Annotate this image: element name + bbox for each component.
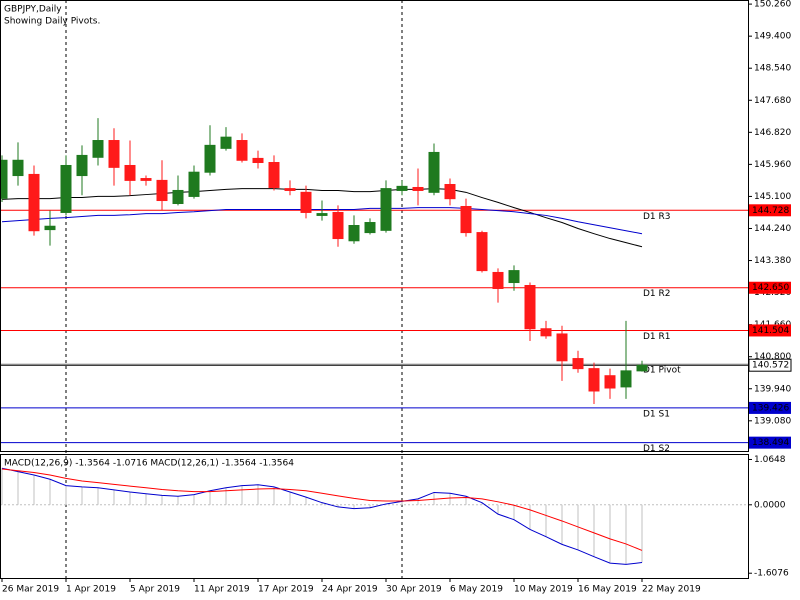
candle-body	[140, 178, 152, 181]
macd-title: MACD(12,26,9) -1.3564 -1.0716 MACD(12,26…	[4, 459, 294, 469]
last-price-label: 140.572	[752, 361, 789, 371]
candle-body	[284, 188, 296, 191]
pivot-label: D1 S1	[643, 409, 670, 419]
price-tag-label: 142.650	[752, 283, 789, 293]
candle-body	[108, 140, 120, 168]
x-tick-label: 5 Apr 2019	[130, 585, 180, 595]
candle-body	[252, 157, 264, 164]
candle-body	[380, 188, 392, 231]
y-tick-label: 146.820	[754, 128, 791, 138]
plot-layer: D1 R3 D1 R2 D1 R1 D1 Pivot D1 S1 D1 S2	[0, 118, 748, 565]
x-tick-label: 26 Mar 2019	[2, 585, 59, 595]
y-tick-label: 139.080	[754, 416, 791, 426]
candle-body	[76, 154, 88, 177]
x-tick-label: 1 Apr 2019	[66, 585, 116, 595]
candle-body	[220, 136, 232, 149]
candle-body	[636, 364, 648, 372]
candle-body	[348, 225, 360, 242]
x-tick-label: 10 May 2019	[514, 585, 573, 595]
candle-body	[0, 159, 8, 199]
y-tick-label: 150.260	[754, 0, 791, 10]
macd-main-line	[1, 467, 643, 565]
candle-body	[556, 333, 568, 362]
candle-body	[156, 179, 168, 202]
x-tick-label: 24 Apr 2019	[322, 585, 378, 595]
candle-body	[172, 189, 184, 205]
y-tick-label: 0.0000	[754, 500, 786, 510]
y-tick-label: 140.800	[754, 352, 791, 362]
candle-body	[300, 191, 312, 213]
candle-body	[620, 370, 632, 388]
price-tag-label: 141.504	[752, 326, 789, 336]
pivot-label: D1 R2	[643, 289, 671, 299]
chart-subtitle: Showing Daily Pivots.	[4, 17, 100, 27]
pivot-label: D1 R1	[643, 332, 671, 342]
price-tag-label: 139.426	[752, 403, 789, 413]
candle-body	[268, 162, 280, 188]
candle-body	[460, 205, 472, 234]
candle-body	[508, 270, 520, 284]
y-tick-label: 144.240	[754, 224, 791, 234]
candle-body	[524, 285, 536, 330]
candle-body	[60, 164, 72, 213]
candle-body	[572, 358, 584, 370]
candle-body	[540, 328, 552, 337]
candle-body	[396, 185, 408, 191]
macd-pane-frame	[0, 454, 749, 579]
candle-body	[44, 225, 56, 231]
y-tick-label: -1.6076	[754, 569, 789, 579]
candle-body	[124, 164, 136, 181]
x-tick-label: 17 Apr 2019	[258, 585, 314, 595]
candle-body	[28, 173, 40, 232]
candle-body	[316, 213, 328, 216]
x-tick-label: 11 Apr 2019	[194, 585, 250, 595]
y-tick-label: 145.100	[754, 192, 791, 202]
y-tick-label: 148.540	[754, 64, 791, 74]
y-tick-label: 149.400	[754, 32, 791, 42]
price-tag-label: 138.494	[752, 438, 789, 448]
candle-body	[364, 222, 376, 234]
y-tick-label: 1.0648	[754, 455, 786, 465]
y-tick-label: 147.680	[754, 96, 791, 106]
pivot-label: D1 S2	[643, 444, 670, 454]
candle-body	[492, 271, 504, 289]
candle-body	[588, 368, 600, 392]
candle-body	[188, 171, 200, 197]
candle-body	[12, 159, 24, 177]
x-tick-label: 16 May 2019	[578, 585, 637, 595]
macd-signal-line	[1, 468, 643, 551]
candle-body	[604, 375, 616, 389]
price-tag	[749, 281, 791, 294]
price-tag	[749, 204, 791, 217]
candle-body	[204, 144, 216, 173]
y-tick-label: 145.960	[754, 160, 791, 170]
price-tag-label: 144.728	[752, 206, 789, 216]
y-tick-label: 143.380	[754, 256, 791, 266]
candle-body	[444, 184, 456, 200]
candle-body	[332, 211, 344, 240]
x-tick-label: 22 May 2019	[642, 585, 701, 595]
x-tick-label: 6 May 2019	[450, 585, 503, 595]
candle-body	[428, 151, 440, 193]
main-pane-frame	[0, 0, 749, 452]
pivot-label: D1 R3	[643, 212, 671, 222]
price-tag	[749, 401, 791, 414]
y-tick-label: 139.940	[754, 384, 791, 394]
candle-body	[476, 232, 488, 272]
price-tag	[749, 436, 791, 449]
candle-body	[92, 140, 104, 158]
last-price-tag	[748, 358, 792, 372]
price-tag	[749, 324, 791, 337]
chart-title: GBPJPY,Daily	[4, 5, 62, 15]
x-tick-label: 30 Apr 2019	[386, 585, 442, 595]
candle-body	[236, 140, 248, 161]
pivot-label: D1 Pivot	[643, 366, 681, 376]
candle-body	[412, 186, 424, 191]
